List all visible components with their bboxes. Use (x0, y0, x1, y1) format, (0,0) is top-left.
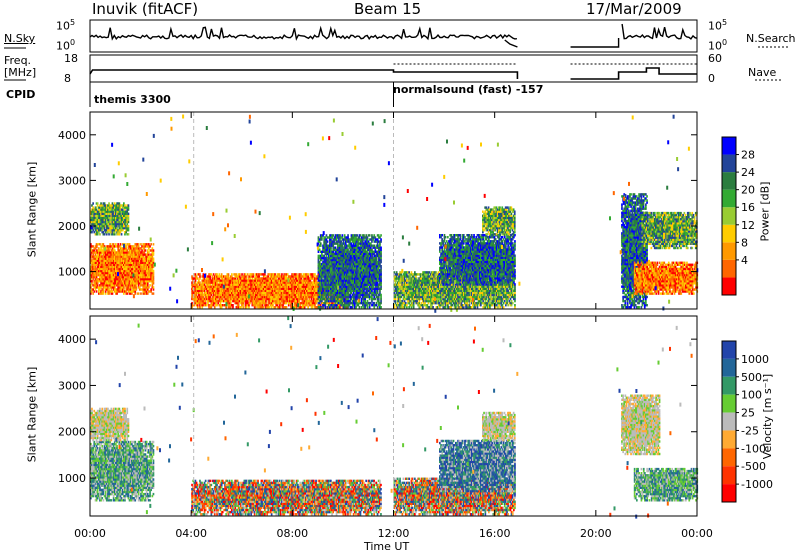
data-cell (153, 274, 155, 276)
data-cell (103, 243, 105, 245)
data-cell (116, 292, 118, 294)
data-cell (126, 292, 128, 294)
data-cell (129, 243, 131, 245)
data-cell (150, 288, 152, 290)
power-data-cells (90, 115, 698, 313)
data-cell (128, 225, 130, 227)
data-cell (109, 243, 111, 245)
data-cell (108, 233, 110, 235)
data-cell (140, 292, 142, 294)
data-cell (139, 286, 141, 288)
data-cell (92, 202, 94, 204)
data-cell (152, 247, 154, 249)
data-cell (131, 292, 133, 294)
data-cell (120, 243, 122, 245)
freq-trace (90, 70, 517, 79)
data-cell (128, 217, 130, 219)
data-cell (138, 243, 140, 245)
data-cell (148, 243, 150, 245)
nsky-trace-drop (505, 40, 518, 47)
data-cell (107, 286, 109, 288)
data-cell (103, 288, 105, 290)
radar-plot: 1000200030004000282420161284100020003000… (0, 0, 800, 554)
data-cell (105, 292, 107, 294)
data-cell (96, 290, 98, 292)
data-cell (99, 233, 101, 235)
data-cell (149, 284, 151, 286)
data-cell (195, 279, 197, 281)
data-cell (153, 270, 155, 272)
data-cell (122, 229, 124, 231)
data-cell (140, 243, 142, 245)
data-cell (119, 233, 121, 235)
data-cell (99, 243, 101, 245)
data-cell (148, 286, 150, 288)
data-cell (121, 233, 123, 235)
data-cell (197, 277, 199, 279)
nsky-trace (90, 24, 697, 39)
data-cell (128, 204, 130, 206)
data-cell (123, 292, 125, 294)
data-cell (128, 213, 130, 215)
data-cell (103, 292, 105, 294)
data-cell (153, 288, 155, 290)
data-cell (112, 292, 114, 294)
data-cell (199, 273, 201, 275)
data-cell (153, 286, 155, 288)
data-cell (153, 278, 155, 280)
data-cell (104, 233, 106, 235)
data-cell (114, 233, 116, 235)
data-cell (128, 229, 130, 231)
data-cell (125, 245, 127, 247)
data-cell (153, 258, 155, 260)
data-cell (153, 292, 155, 294)
data-cell (147, 282, 149, 284)
data-cell (128, 221, 130, 223)
data-cell (197, 304, 199, 306)
data-cell (195, 273, 197, 275)
data-cell (153, 253, 155, 255)
freq-panel (90, 55, 697, 82)
data-cell (97, 233, 99, 235)
data-cell (199, 281, 201, 283)
data-cell (145, 249, 147, 251)
data-cell (124, 204, 126, 206)
data-cell (108, 292, 110, 294)
nsearch-trace (571, 38, 619, 47)
data-cell (138, 292, 140, 294)
data-cell (97, 202, 99, 204)
data-cell (128, 206, 130, 208)
data-cell (136, 286, 138, 288)
data-cell (153, 249, 155, 251)
data-cell (153, 243, 155, 245)
data-cell (97, 282, 99, 284)
data-cell (106, 233, 108, 235)
freq-trace-late (571, 68, 697, 79)
data-cell (128, 233, 130, 235)
data-cell (150, 243, 152, 245)
data-cell (114, 286, 116, 288)
data-cell (96, 206, 98, 208)
data-cell (126, 211, 128, 213)
data-cell (98, 247, 100, 249)
data-cell (100, 286, 102, 288)
data-cell (117, 243, 119, 245)
data-cell (153, 282, 155, 284)
data-cell (92, 292, 94, 294)
data-cell (124, 233, 126, 235)
data-cell (199, 275, 201, 277)
data-cell (115, 243, 117, 245)
data-cell (136, 288, 138, 290)
data-cell (149, 245, 151, 247)
data-cell (113, 243, 115, 245)
data-cell (123, 286, 125, 288)
data-cell (147, 292, 149, 294)
